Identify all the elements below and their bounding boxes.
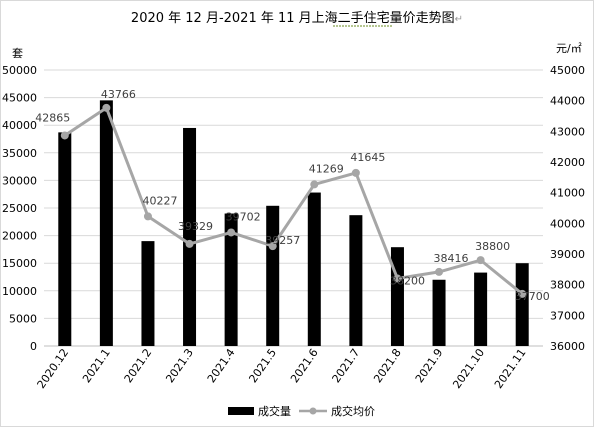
legend-marker-line <box>309 407 317 415</box>
right-tick-label: 40000 <box>550 217 585 230</box>
price-data-label: 39329 <box>178 220 213 233</box>
left-tick-label: 25000 <box>2 202 37 215</box>
left-tick-label: 45000 <box>2 92 37 105</box>
legend: 成交量 成交均价 <box>228 404 375 418</box>
left-tick-label: 30000 <box>2 174 37 187</box>
x-tick-label: 2021.7 <box>330 346 363 385</box>
price-point <box>185 239 194 248</box>
price-point <box>310 180 319 189</box>
bar <box>224 213 238 346</box>
price-data-label: 39702 <box>226 210 261 223</box>
left-tick-label: 5000 <box>9 312 37 325</box>
price-point <box>393 274 402 283</box>
price-point <box>476 256 485 265</box>
price-data-label: 38416 <box>434 252 469 265</box>
right-tick-label: 44000 <box>550 95 585 108</box>
price-line <box>63 106 524 296</box>
left-axis-unit: 套 <box>12 47 23 60</box>
price-data-label: 38200 <box>390 275 425 288</box>
price-point <box>268 242 277 251</box>
price-data-label: 41269 <box>309 162 344 175</box>
right-tick-label: 36000 <box>550 340 585 353</box>
grid-lines <box>44 69 543 347</box>
x-tick-label: 2021.11 <box>492 346 529 391</box>
price-data-label: 40227 <box>142 194 177 207</box>
right-axis-unit: 元/㎡ <box>556 42 582 55</box>
x-axis: 2020.12 2021.1 2021.2 2021.3 2021.4 2021.5 202… <box>35 346 529 391</box>
price-data-label: 41645 <box>350 151 385 164</box>
x-tick-label: 2021.3 <box>163 346 196 385</box>
price-data-label: 42865 <box>35 111 70 124</box>
price-data-label: 39257 <box>265 234 300 247</box>
bar <box>183 127 197 347</box>
right-tick-label: 38000 <box>550 279 585 292</box>
left-axis: 0 5000 10000 15000 20000 25000 30000 35000 40000… <box>2 64 37 353</box>
x-tick-label: 2020.12 <box>35 346 72 391</box>
left-tick-label: 40000 <box>2 119 37 132</box>
legend-swatch-bar <box>228 407 254 415</box>
x-tick-label: 2021.5 <box>246 346 279 385</box>
price-data-label: 37700 <box>515 290 550 303</box>
bar <box>432 279 446 346</box>
x-tick-label: 2021.2 <box>122 346 155 385</box>
price-point <box>518 289 527 298</box>
left-tick-label: 20000 <box>2 230 37 243</box>
price-point <box>60 131 69 140</box>
left-tick-label: 0 <box>30 340 37 353</box>
bar <box>515 263 529 346</box>
bar <box>266 205 280 346</box>
price-point <box>227 228 236 237</box>
price-point <box>143 212 152 221</box>
right-tick-label: 45000 <box>550 64 585 77</box>
bar <box>99 100 113 346</box>
x-tick-label: 2021.1 <box>80 346 113 385</box>
bar <box>307 192 321 346</box>
right-tick-label: 37000 <box>550 309 585 322</box>
bar <box>474 272 488 346</box>
left-tick-label: 35000 <box>2 147 37 160</box>
price-point <box>435 267 444 276</box>
chart-title: 2020 年 12 月-2021 年 11 月上海二手住宅量价走势图↵ <box>131 10 463 26</box>
price-data-label: 38800 <box>475 240 510 253</box>
right-axis: 36000 37000 38000 39000 40000 41000 42000 43000… <box>550 64 585 353</box>
bar <box>390 247 404 346</box>
x-tick-label: 2021.9 <box>413 346 446 385</box>
left-tick-label: 10000 <box>2 285 37 298</box>
price-data-label: 43766 <box>101 88 136 101</box>
x-tick-label: 2021.6 <box>288 346 321 385</box>
right-tick-label: 41000 <box>550 187 585 200</box>
bar <box>349 215 363 346</box>
bar-series <box>58 100 529 347</box>
right-tick-label: 43000 <box>550 125 585 138</box>
legend-label-bar: 成交量 <box>258 404 291 418</box>
bar <box>141 241 155 346</box>
right-tick-label: 39000 <box>550 248 585 261</box>
x-tick-label: 2021.4 <box>205 346 238 385</box>
x-tick-label: 2021.10 <box>450 346 487 391</box>
left-tick-label: 15000 <box>2 257 37 270</box>
left-tick-label: 50000 <box>2 64 37 77</box>
right-tick-label: 42000 <box>550 156 585 169</box>
price-point <box>102 103 111 112</box>
price-point <box>351 168 360 177</box>
bar <box>58 132 72 346</box>
x-tick-label: 2021.8 <box>371 346 404 385</box>
legend-label-line: 成交均价 <box>331 404 375 418</box>
